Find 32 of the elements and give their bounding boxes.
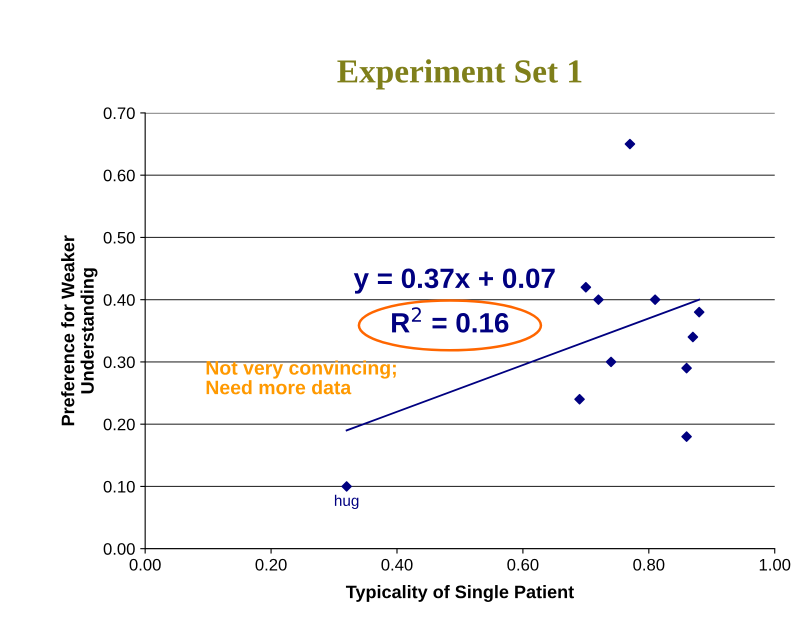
annotation: R$^{2}$ = 0.16: [392, 307, 508, 333]
point: [681, 431, 692, 442]
x-tick-label: 1.00: [760, 558, 790, 571]
point: [341, 481, 352, 492]
y-tick-label: 0.20: [104, 418, 135, 430]
point: [574, 394, 585, 405]
point: [694, 306, 704, 318]
y-tick-label: 0.70: [104, 107, 135, 120]
point: [681, 362, 692, 374]
x-axis-title: Typicality of Single Patient: [346, 585, 574, 602]
y-tick-label: 0.60: [104, 170, 135, 182]
annotation: Not very convincing; Need more data: [206, 360, 396, 394]
y-tick-label: 0.00: [104, 543, 135, 555]
y-tick-label: 0.10: [104, 480, 135, 493]
point: [593, 294, 604, 305]
y-tick-label: 0.30: [104, 356, 135, 368]
x-tick-label: 0.40: [381, 558, 413, 571]
chart-title: Experiment Set 1: [337, 59, 582, 90]
x-tick-label: 0.20: [256, 558, 287, 571]
x-tick-label: 0.80: [633, 558, 664, 571]
annotation: hug: [334, 494, 358, 510]
x-tick-label: 0.00: [130, 558, 161, 571]
y-tick-label: 0.50: [104, 232, 135, 244]
point: [688, 332, 698, 342]
x-tick-label: 0.60: [507, 558, 538, 571]
point: [650, 294, 660, 305]
point: [624, 138, 636, 150]
point: [580, 282, 592, 293]
point: [606, 356, 616, 368]
annotation: y = 0.37x + 0.07: [354, 268, 555, 294]
y-axis-title: Preference for Weaker Understanding: [61, 235, 98, 426]
y-tick-label: 0.40: [104, 294, 135, 306]
